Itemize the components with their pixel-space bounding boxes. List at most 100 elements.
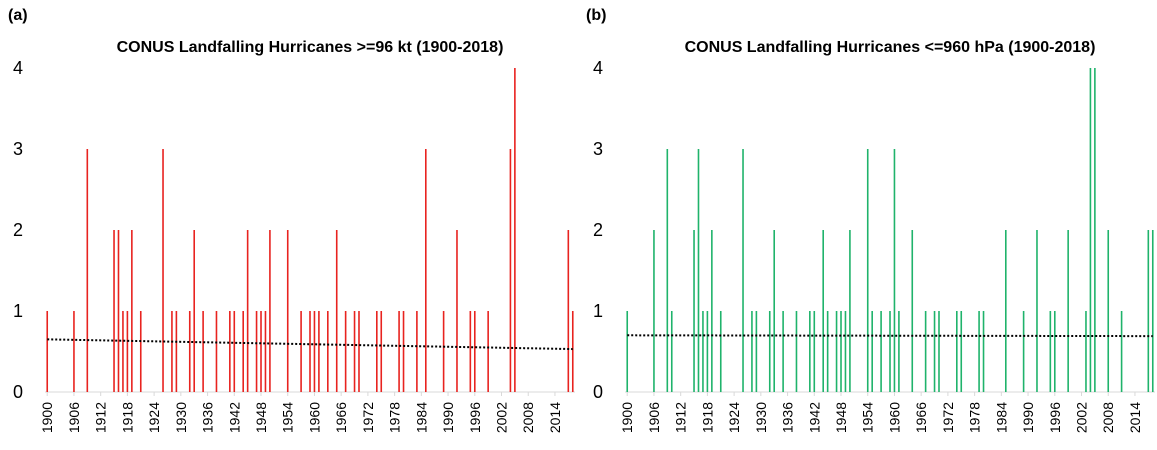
x-tick-label: 1930: [173, 402, 189, 433]
x-tick-label: 2002: [494, 402, 510, 433]
bar: [782, 311, 784, 392]
x-tick-label: 1984: [993, 402, 1009, 433]
bar: [1147, 230, 1150, 392]
bar: [626, 311, 629, 392]
bar: [742, 149, 744, 392]
x-tick-label: 1918: [699, 402, 715, 433]
bar: [255, 311, 258, 392]
bar: [702, 311, 704, 392]
bar: [313, 311, 316, 392]
bar: [398, 311, 400, 392]
bar: [849, 230, 851, 392]
x-tick-label: 1978: [387, 402, 403, 433]
bar: [795, 311, 798, 392]
y-tick-label: 4: [13, 58, 23, 78]
bar: [233, 311, 236, 392]
bar: [122, 311, 124, 392]
y-tick-label: 2: [13, 220, 23, 240]
bar: [264, 311, 267, 392]
bar: [514, 68, 516, 392]
bar: [300, 311, 302, 392]
bar: [229, 311, 231, 392]
x-tick-label: 1966: [333, 402, 349, 433]
x-tick-label: 1948: [833, 402, 849, 433]
x-tick-label: 2014: [547, 402, 563, 433]
bar: [380, 311, 383, 392]
bar: [924, 311, 927, 392]
bar: [117, 230, 120, 392]
x-tick-label: 1990: [1020, 402, 1036, 433]
x-tick-label: 1954: [860, 402, 876, 433]
x-tick-label: 1972: [360, 402, 376, 433]
bar: [162, 149, 164, 392]
x-tick-label: 1936: [200, 402, 216, 433]
bar: [567, 230, 570, 392]
x-tick-label: 1918: [119, 402, 135, 433]
x-tick-label: 1906: [646, 402, 662, 433]
x-tick-label: 1942: [226, 402, 242, 433]
y-tick-label: 0: [593, 382, 603, 402]
x-tick-label: 1906: [66, 402, 82, 433]
bar: [416, 311, 418, 392]
bar: [938, 311, 940, 392]
y-tick-label: 1: [13, 301, 23, 321]
x-tick-label: 1948: [253, 402, 269, 433]
bar: [571, 311, 574, 392]
bar: [871, 311, 873, 392]
bar: [813, 311, 816, 392]
bar: [215, 311, 218, 392]
bar: [693, 230, 695, 392]
x-tick-label: 1996: [1047, 402, 1063, 433]
bar: [139, 311, 142, 392]
bar: [456, 230, 458, 392]
bar: [1004, 230, 1007, 392]
bar: [719, 311, 722, 392]
bar: [46, 311, 49, 392]
bar: [131, 230, 133, 392]
bar: [246, 230, 249, 392]
bar: [768, 311, 771, 392]
bar: [822, 230, 824, 392]
bar: [1049, 311, 1052, 392]
bar: [880, 311, 882, 392]
bar: [260, 311, 262, 392]
bar: [344, 311, 347, 392]
bar: [670, 311, 673, 392]
bar: [706, 311, 709, 392]
bar: [402, 311, 405, 392]
bar: [1120, 311, 1123, 392]
trend-line: [627, 334, 1153, 338]
bar: [773, 230, 776, 392]
bar: [1022, 311, 1025, 392]
bar: [193, 230, 196, 392]
bar: [442, 311, 445, 392]
bar: [473, 311, 476, 392]
x-tick-label: 1996: [467, 402, 483, 433]
x-tick-label: 1960: [886, 402, 902, 433]
bar: [188, 311, 191, 392]
bar: [1151, 230, 1154, 392]
x-tick-label: 1924: [726, 402, 742, 433]
x-tick-label: 1972: [940, 402, 956, 433]
bar: [424, 149, 427, 392]
bar: [202, 311, 204, 392]
y-tick-label: 3: [13, 139, 23, 159]
bar: [840, 311, 842, 392]
bar: [175, 311, 178, 392]
y-tick-label: 0: [13, 382, 23, 402]
x-tick-label: 1942: [806, 402, 822, 433]
bar: [318, 311, 320, 392]
bar: [286, 230, 289, 392]
bar: [73, 311, 75, 392]
bar: [327, 311, 329, 392]
bar: [1107, 230, 1110, 392]
x-tick-label: 2008: [520, 402, 536, 433]
bar: [809, 311, 811, 392]
x-tick-label: 2002: [1074, 402, 1090, 433]
bar: [956, 311, 958, 392]
bar: [1036, 230, 1038, 392]
x-tick-label: 1924: [146, 402, 162, 433]
bar: [653, 230, 655, 392]
x-tick-label: 1900: [39, 402, 55, 433]
x-tick-label: 1936: [780, 402, 796, 433]
